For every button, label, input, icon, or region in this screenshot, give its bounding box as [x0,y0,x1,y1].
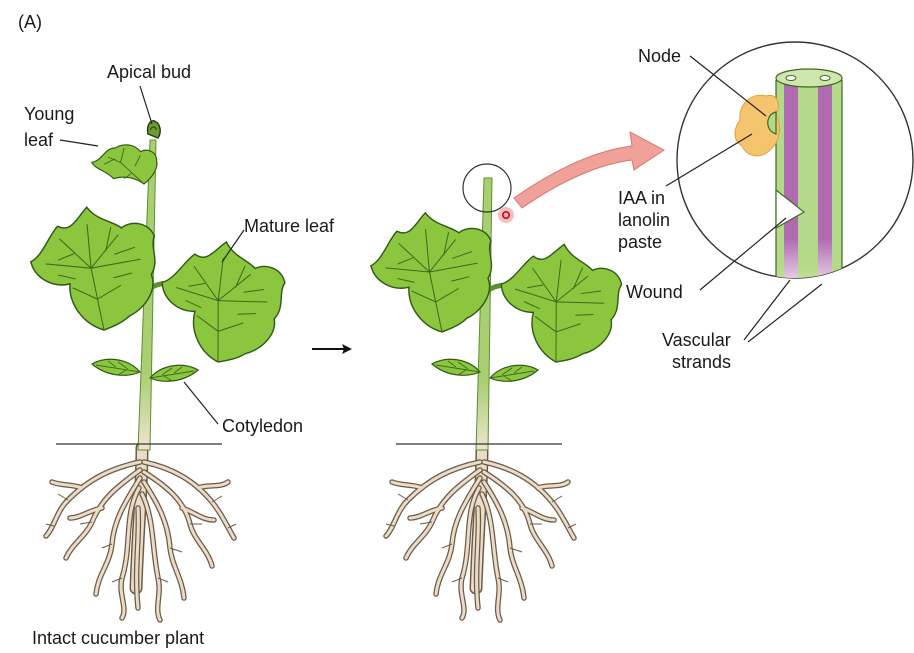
cotyledon-label: Cotyledon [222,416,303,436]
wound-notch [775,188,806,230]
cut-tip-highlight-circle [462,163,512,213]
apical-bud [146,120,161,139]
mature-leaf-label: Mature leaf [244,216,335,236]
caption: Intact cucumber plant [32,628,204,648]
left-mature-leaf-2 [156,236,289,367]
iaa-label-line1: IAA in [618,188,665,208]
left-cotyledon-left [91,358,141,376]
left-young-leaf [91,144,158,185]
cursor-marker [498,207,514,223]
wound-label: Wound [626,282,683,302]
right-stem [475,177,493,451]
vascular-strand-right [818,80,832,278]
node [767,111,777,135]
left-root-system [46,448,236,620]
right-cotyledon-right [489,364,539,382]
node-leader [689,55,767,117]
young-leaf-leader [59,139,99,147]
cotyledon-leader [183,381,219,425]
right-root-system [386,448,576,620]
magnified-view [676,41,914,279]
wound-leader [699,217,787,291]
intact-plant [23,120,289,620]
vascular-leader-left [743,279,791,341]
treated-plant [363,163,625,620]
mature-leaf-leader [221,229,245,263]
young-leaf-label-line2: leaf [24,130,54,150]
cut-surface [775,68,843,88]
iaa-paste [734,94,780,157]
apical-bud-leader [139,85,153,125]
right-mature-leaf-2 [495,239,625,367]
right-cotyledon-left [431,358,481,376]
iaa-label-line2: lanolin [618,210,670,230]
magnify-arrow [513,131,665,209]
node-label: Node [638,46,681,66]
transition-arrow [312,344,352,354]
vascular-label-line1: Vascular [662,330,731,350]
young-leaf-label-line1: Young [24,104,74,124]
left-cotyledon-right [149,364,199,382]
vascular-label-line2: strands [672,352,731,372]
panel-label: (A) [18,12,42,32]
vascular-leader-right [747,283,823,343]
iaa-label-line3: paste [618,232,662,252]
vascular-strand-left [784,80,798,278]
iaa-leader [665,133,753,187]
cursor-marker-center [501,211,510,220]
apical-bud-label: Apical bud [107,62,191,82]
